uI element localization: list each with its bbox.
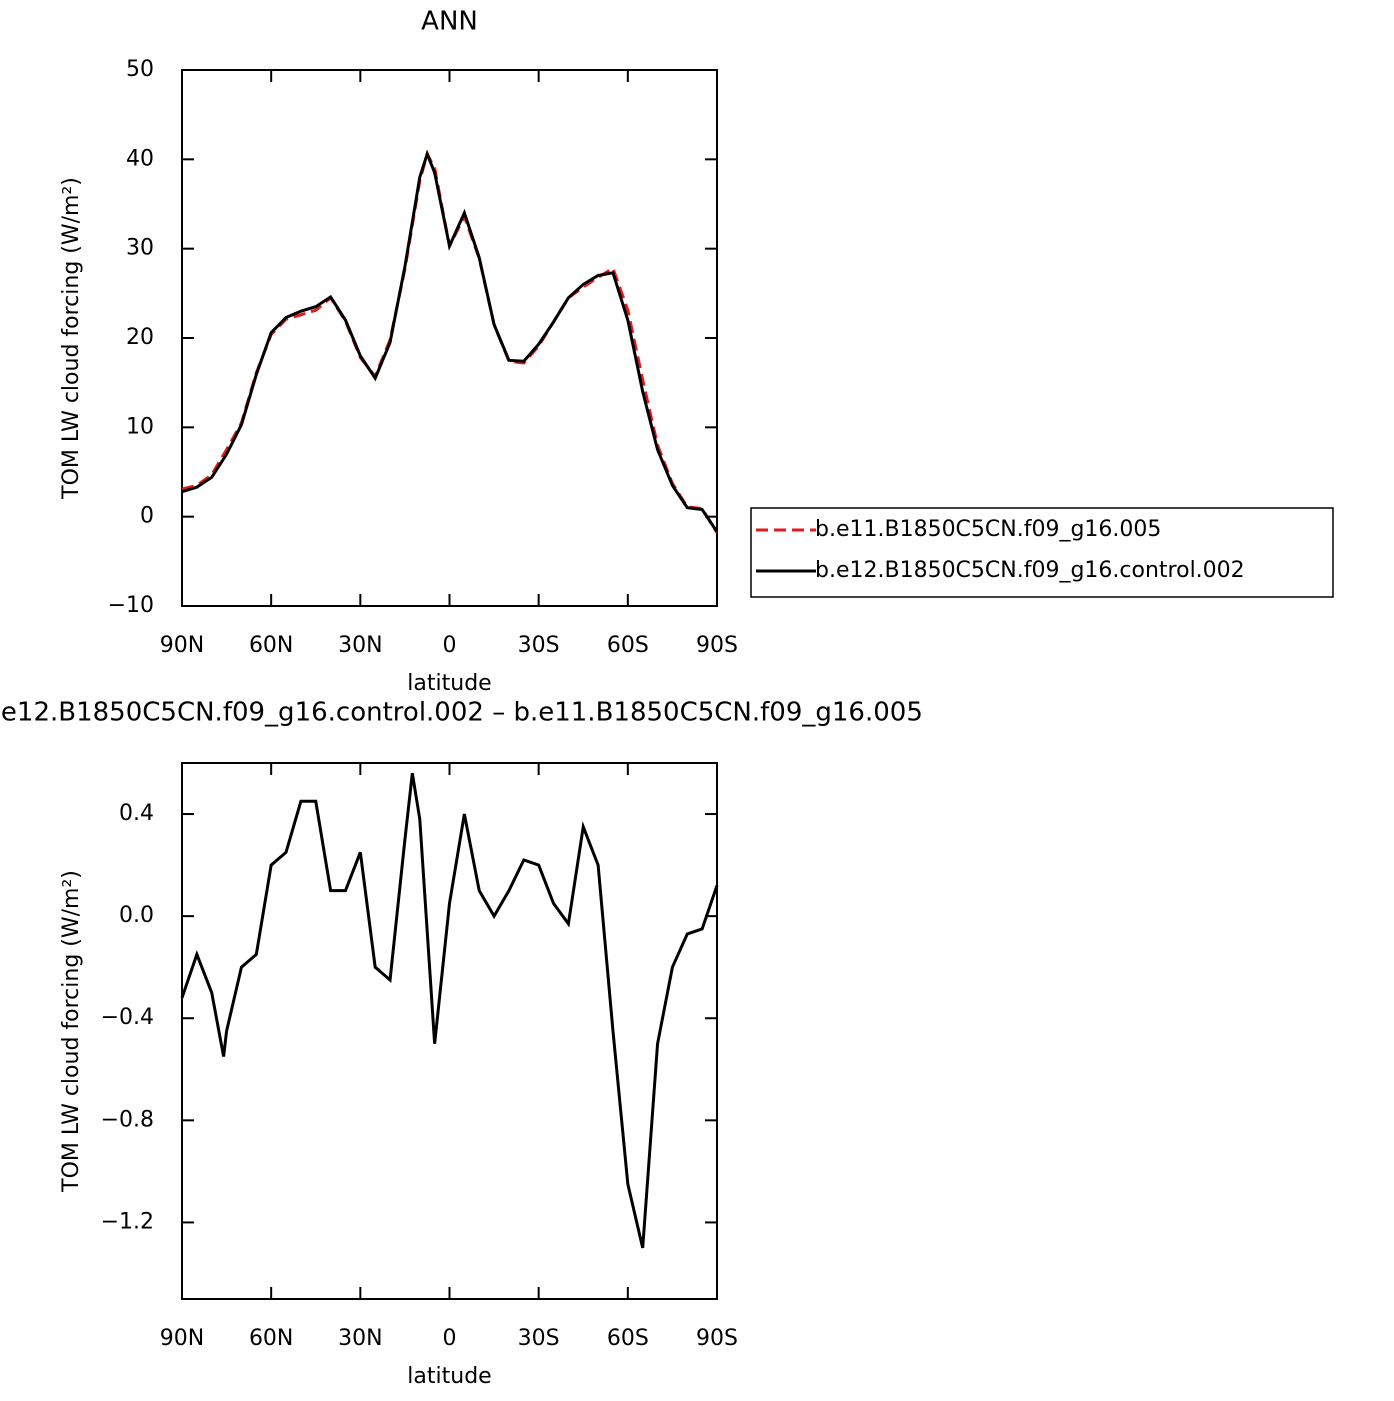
y-tick-label: −10 — [108, 593, 154, 618]
y-tick-label: 10 — [126, 414, 154, 439]
x-tick-label: 90S — [696, 633, 738, 658]
legend-label: b.e11.B1850C5CN.f09_g16.005 — [815, 517, 1161, 542]
y-tick-label: −0.8 — [101, 1107, 154, 1132]
x-tick-label: 90S — [696, 1326, 738, 1351]
x-tick-label: 60N — [249, 1326, 293, 1351]
x-tick-label: 60S — [607, 1326, 649, 1351]
y-tick-label: −0.4 — [101, 1005, 154, 1030]
x-tick-label: 0 — [443, 1326, 457, 1351]
data-line — [181, 149, 719, 533]
y-tick-label: 20 — [126, 325, 154, 350]
legend-label: b.e12.B1850C5CN.f09_g16.control.002 — [815, 558, 1245, 583]
y-tick-label: 40 — [126, 146, 154, 171]
x-axis-label: latitude — [407, 1364, 491, 1389]
y-tick-label: 0.0 — [119, 903, 154, 928]
chart-title: ANN — [421, 7, 478, 37]
x-tick-label: 30S — [518, 633, 560, 658]
x-tick-label: 60S — [607, 633, 649, 658]
x-tick-label: 60N — [249, 633, 293, 658]
x-tick-label: 90N — [160, 633, 204, 658]
legend-frame — [750, 507, 1334, 598]
y-tick-label: 30 — [126, 236, 154, 261]
y-axis-label: TOM LW cloud forcing (W/m²) — [59, 870, 84, 1193]
data-line — [180, 772, 719, 1249]
y-axis-label: TOM LW cloud forcing (W/m²) — [59, 177, 84, 500]
plot-frame — [181, 69, 718, 607]
x-tick-label: 90N — [160, 1326, 204, 1351]
y-tick-label: 0.4 — [119, 801, 154, 826]
x-tick-label: 0 — [443, 633, 457, 658]
x-axis-label: latitude — [407, 671, 491, 696]
y-tick-label: −1.2 — [101, 1209, 154, 1234]
x-tick-label: 30N — [338, 1326, 382, 1351]
chart-title: b.e12.B1850C5CN.f09_g16.control.002 – b.… — [0, 698, 923, 728]
data-line — [181, 149, 719, 534]
y-tick-label: 50 — [126, 57, 154, 82]
y-tick-label: 0 — [140, 504, 154, 529]
x-tick-label: 30N — [338, 633, 382, 658]
x-tick-label: 30S — [518, 1326, 560, 1351]
